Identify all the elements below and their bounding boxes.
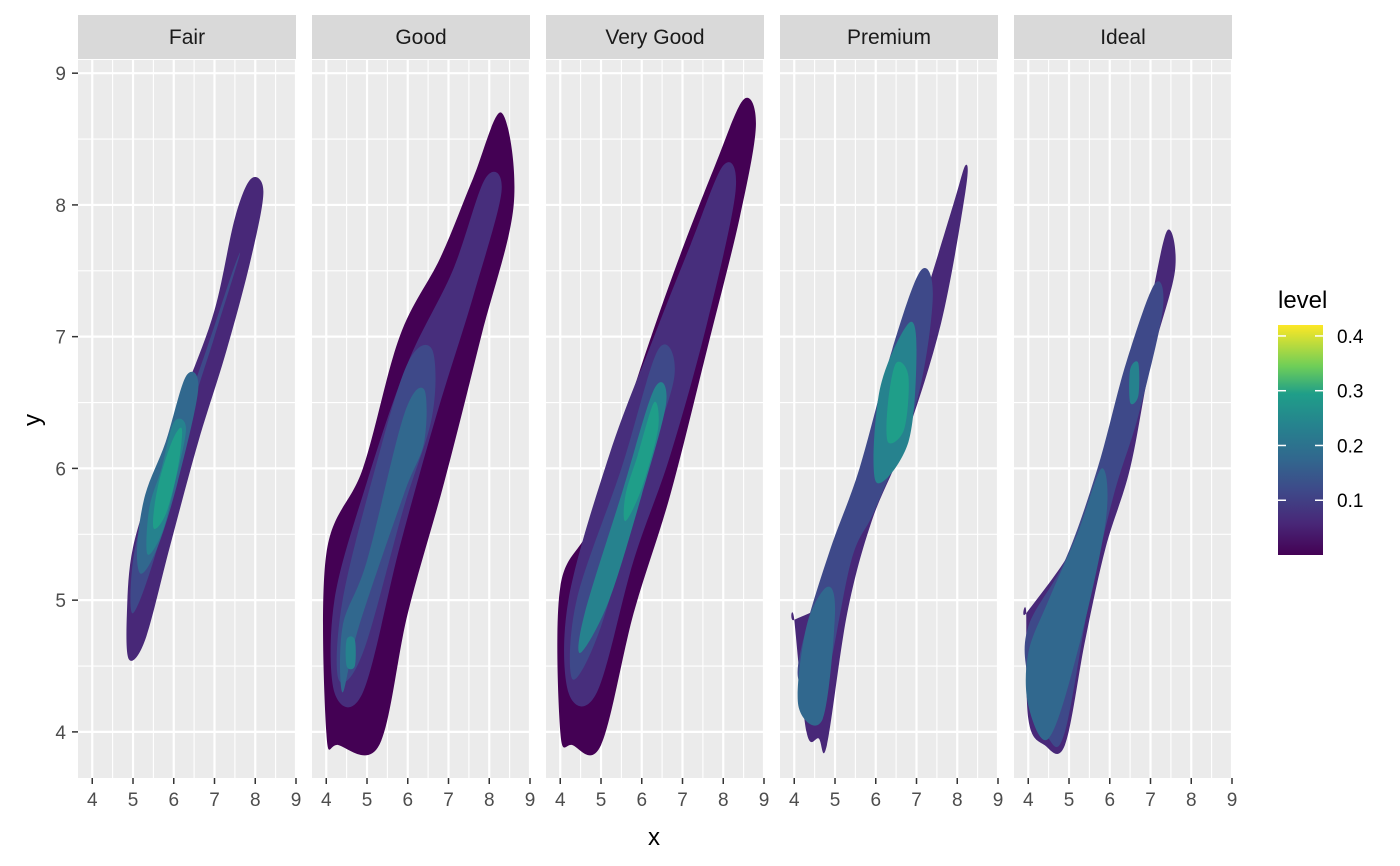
legend-tick-label: 0.1 bbox=[1337, 491, 1363, 512]
x-tick-label: 8 bbox=[952, 790, 963, 811]
facet-strip-label: Premium bbox=[847, 26, 931, 49]
facet-panel: Very Good bbox=[546, 15, 766, 778]
legend-tick-label: 0.3 bbox=[1337, 382, 1363, 403]
x-tick-label: 5 bbox=[596, 790, 607, 811]
x-tick-label: 6 bbox=[1104, 790, 1115, 811]
facet-panel: Good bbox=[312, 15, 532, 778]
density-band bbox=[152, 427, 183, 529]
density-band bbox=[623, 401, 659, 522]
x-tick-label: 7 bbox=[209, 790, 220, 811]
density-band bbox=[886, 361, 909, 444]
density-bands bbox=[557, 97, 756, 756]
x-tick-label: 8 bbox=[484, 790, 495, 811]
x-tick-label: 6 bbox=[168, 790, 179, 811]
y-tick-label: 6 bbox=[55, 459, 66, 480]
x-tick-label: 6 bbox=[402, 790, 413, 811]
x-tick-label: 5 bbox=[1064, 790, 1075, 811]
y-tick-label: 5 bbox=[55, 591, 66, 612]
legend-ticks: 0.1 0.2 0.3 0.4 bbox=[1278, 327, 1364, 512]
facet-strip-label: Very Good bbox=[605, 26, 704, 49]
x-tick-label: 4 bbox=[789, 790, 800, 811]
facet-strip-label: Good bbox=[395, 26, 446, 49]
x-tick-label: 4 bbox=[555, 790, 566, 811]
x-tick-label: 4 bbox=[321, 790, 332, 811]
facet-strip bbox=[546, 15, 764, 59]
y-tick-label: 7 bbox=[55, 328, 66, 349]
x-tick-label: 5 bbox=[830, 790, 841, 811]
density-bands bbox=[1023, 229, 1176, 754]
x-tick-label: 4 bbox=[1023, 790, 1034, 811]
density-band bbox=[126, 176, 264, 661]
y-tick-label: 4 bbox=[55, 723, 66, 744]
x-tick-label: 6 bbox=[870, 790, 881, 811]
density-band bbox=[797, 586, 836, 726]
x-tick-label: 8 bbox=[1186, 790, 1197, 811]
x-tick-label: 6 bbox=[636, 790, 647, 811]
facet-strip bbox=[312, 15, 530, 59]
x-tick-label: 7 bbox=[443, 790, 454, 811]
x-tick-label: 7 bbox=[1145, 790, 1156, 811]
facet-panels: Fair Good Very Good Premium Ideal bbox=[78, 15, 1234, 778]
density-band bbox=[345, 636, 356, 670]
x-tick-label: 5 bbox=[128, 790, 139, 811]
x-tick-label: 7 bbox=[911, 790, 922, 811]
legend-tick-label: 0.4 bbox=[1337, 327, 1364, 348]
facet-strip bbox=[78, 15, 296, 59]
x-axis-title: x bbox=[648, 824, 660, 851]
y-tick-label: 8 bbox=[55, 196, 66, 217]
facet-strip-label: Fair bbox=[169, 26, 205, 49]
x-tick-label: 9 bbox=[1227, 790, 1238, 811]
legend-title: level bbox=[1278, 287, 1327, 314]
x-tick-label: 9 bbox=[291, 790, 302, 811]
x-tick-label: 9 bbox=[993, 790, 1004, 811]
density-bands bbox=[791, 164, 968, 754]
density-band bbox=[1025, 468, 1108, 741]
density-bands bbox=[126, 176, 264, 661]
facet-panel: Premium bbox=[780, 15, 1000, 778]
density-band bbox=[1129, 361, 1140, 405]
legend-tick-label: 0.2 bbox=[1337, 436, 1363, 457]
x-tick-label: 7 bbox=[677, 790, 688, 811]
density-bands bbox=[323, 112, 515, 756]
x-tick-label: 9 bbox=[759, 790, 770, 811]
facet-strip-label: Ideal bbox=[1100, 26, 1146, 49]
x-tick-label: 5 bbox=[362, 790, 373, 811]
gridlines bbox=[78, 60, 298, 778]
y-axis-title: y bbox=[19, 414, 46, 426]
facet-panel: Ideal bbox=[1014, 15, 1234, 778]
facet-strip bbox=[1014, 15, 1232, 59]
facet-panel: Fair bbox=[78, 15, 298, 778]
x-tick-label: 8 bbox=[718, 790, 729, 811]
density-band bbox=[339, 387, 427, 693]
y-tick-label: 9 bbox=[55, 64, 66, 85]
x-tick-label: 9 bbox=[525, 790, 536, 811]
x-tick-label: 8 bbox=[250, 790, 261, 811]
legend: level 0.1 0.2 0.3 0.4 bbox=[1278, 287, 1364, 555]
legend-colorbar bbox=[1278, 325, 1323, 555]
x-tick-label: 4 bbox=[87, 790, 98, 811]
facet-strip bbox=[780, 15, 998, 59]
